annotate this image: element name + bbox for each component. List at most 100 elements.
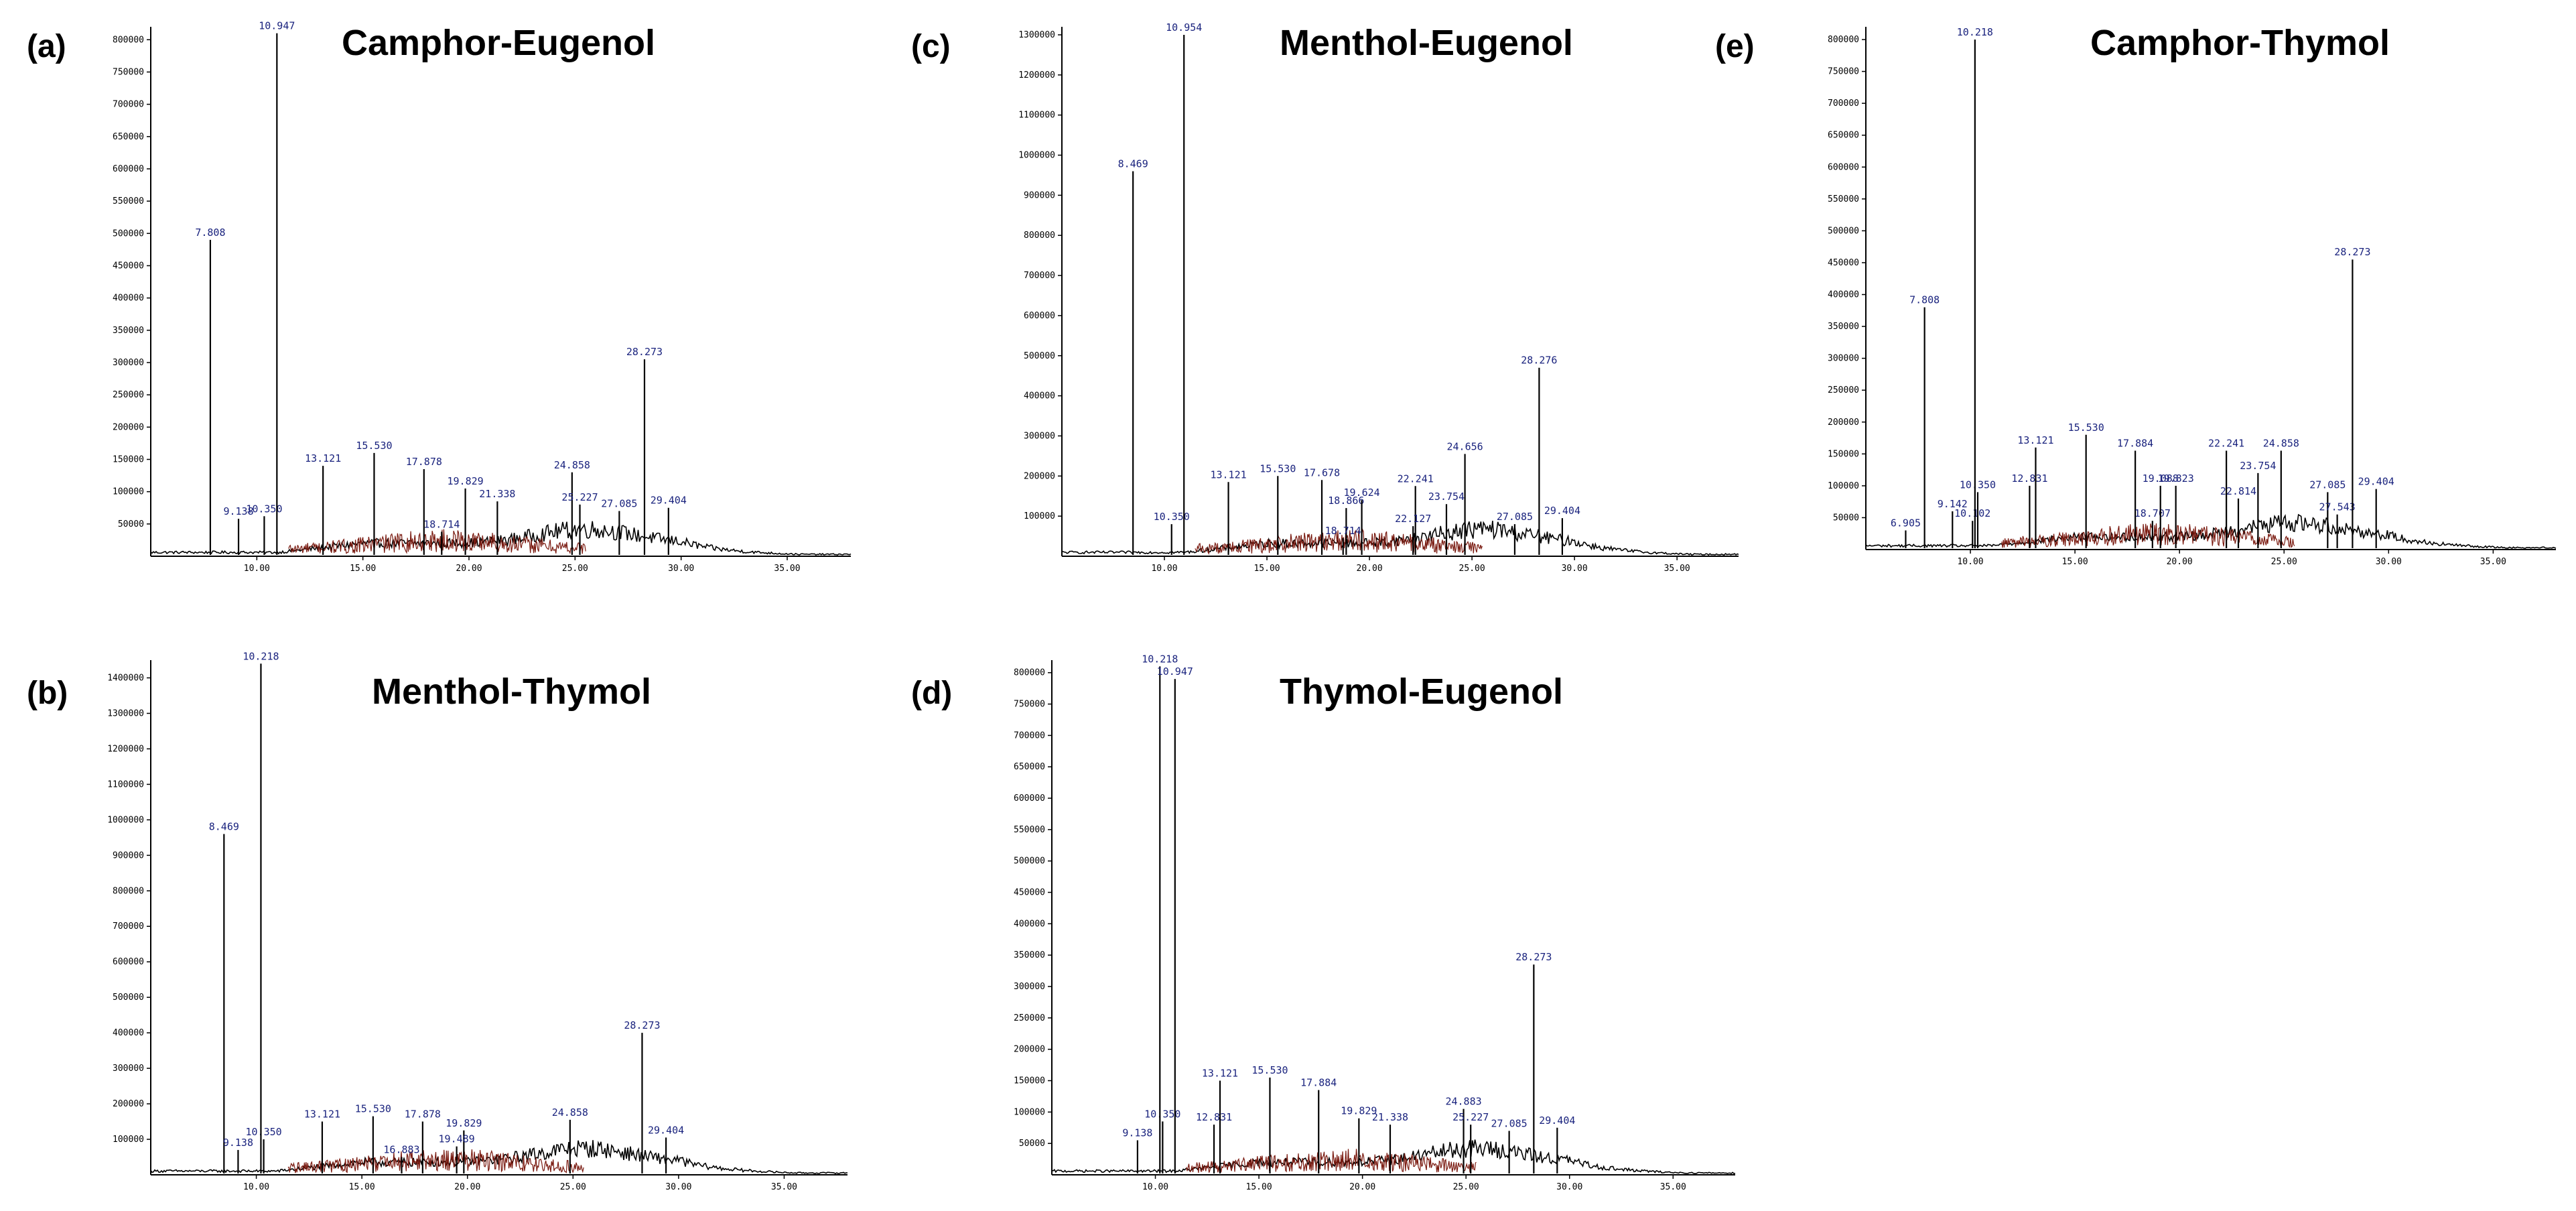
chromatogram-noise xyxy=(288,529,586,554)
x-tick-label: 35.00 xyxy=(1660,1182,1686,1192)
peak-label: 23.754 xyxy=(1428,491,1465,503)
peak-label: 22.127 xyxy=(1395,513,1431,525)
peak-label: 6.905 xyxy=(1891,517,1921,529)
peak-label: 29.404 xyxy=(651,495,687,507)
y-tick-label: 700000 xyxy=(1828,99,1859,109)
peak-label: 18.714 xyxy=(1325,525,1361,537)
x-tick-label: 10.00 xyxy=(243,1182,269,1192)
y-tick-label: 1200000 xyxy=(1018,70,1055,80)
y-tick-label: 350000 xyxy=(113,326,144,336)
y-tick-label: 800000 xyxy=(113,886,144,896)
y-tick-label: 200000 xyxy=(1014,1045,1045,1055)
chromatogram-baseline xyxy=(150,1140,848,1175)
y-tick-label: 50000 xyxy=(1019,1139,1045,1149)
y-tick-label: 600000 xyxy=(1014,793,1045,804)
y-tick-label: 50000 xyxy=(1833,513,1859,523)
peak-label: 15.530 xyxy=(1260,462,1296,474)
x-tick-label: 10.00 xyxy=(1151,564,1177,574)
y-tick-label: 300000 xyxy=(1014,982,1045,992)
y-tick-label: 500000 xyxy=(1014,856,1045,867)
y-tick-label: 650000 xyxy=(1828,131,1859,141)
peak-label: 21.338 xyxy=(1372,1111,1408,1123)
peak-label: 24.656 xyxy=(1446,440,1483,452)
peak-label: 22.241 xyxy=(2208,438,2244,450)
peak-label: 7.808 xyxy=(1909,294,1940,306)
y-tick-label: 250000 xyxy=(113,390,144,400)
y-tick-label: 1100000 xyxy=(1018,111,1055,121)
x-tick-label: 30.00 xyxy=(1562,564,1588,574)
panel-d: (d) Thymol-Eugenol 50000 100000 150000 2000… xyxy=(911,653,1736,1192)
peak-label: 15.530 xyxy=(355,1103,391,1115)
peak-label: 19.829 xyxy=(1341,1105,1377,1117)
y-tick-label: 700000 xyxy=(1024,271,1055,281)
peak-label: 17.678 xyxy=(1304,466,1340,479)
peak-label: 10.350 xyxy=(1154,511,1190,523)
panel-a: (a) Camphor-Eugenol 50000 100000 150000 200… xyxy=(27,20,852,574)
y-tick-label: 150000 xyxy=(113,454,144,464)
y-tick-label: 400000 xyxy=(1024,391,1055,401)
y-tick-label: 200000 xyxy=(113,422,144,432)
peak-label: 25.227 xyxy=(561,491,598,503)
x-tick-label: 20.00 xyxy=(1357,564,1383,574)
y-tick-label: 600000 xyxy=(113,957,144,967)
x-tick-label: 25.00 xyxy=(562,564,588,574)
x-tick-label: 15.00 xyxy=(1253,564,1280,574)
y-tick-label: 350000 xyxy=(1014,950,1045,960)
peak-label: 16.883 xyxy=(383,1144,419,1156)
y-tick-label: 150000 xyxy=(1014,1076,1045,1086)
chromatogram-baseline xyxy=(150,521,852,556)
y-tick-label: 500000 xyxy=(1024,351,1055,361)
peak-label: 19.829 xyxy=(446,1117,482,1129)
y-tick-label: 300000 xyxy=(113,358,144,368)
chromatogram-noise xyxy=(2001,523,2295,548)
peak-label: 18.866 xyxy=(1328,495,1364,507)
peak-label: 13.121 xyxy=(304,1108,340,1121)
peak-label: 15.530 xyxy=(356,440,392,452)
y-tick-label: 350000 xyxy=(1828,322,1859,332)
y-tick-label: 100000 xyxy=(113,487,144,497)
y-tick-label: 1100000 xyxy=(107,779,144,789)
peak-label: 9.138 xyxy=(223,505,253,517)
peak-label: 12.831 xyxy=(2011,472,2047,485)
y-tick-label: 300000 xyxy=(113,1064,144,1074)
peak-label: 29.404 xyxy=(648,1124,684,1136)
peak-label: 15.530 xyxy=(1251,1064,1288,1076)
y-tick-label: 400000 xyxy=(113,1028,144,1038)
peak-label: 19.823 xyxy=(2158,472,2194,485)
peak-label: 9.138 xyxy=(223,1137,253,1149)
peak-label: 23.754 xyxy=(2240,460,2276,472)
peak-label: 13.121 xyxy=(1210,468,1246,481)
panel-letter-d: (d) xyxy=(911,676,952,711)
y-tick-label: 100000 xyxy=(113,1135,144,1145)
x-tick-label: 15.00 xyxy=(1246,1182,1272,1192)
peak-label: 28.273 xyxy=(624,1019,660,1031)
x-tick-label: 25.00 xyxy=(560,1182,586,1192)
peak-label: 25.227 xyxy=(1452,1111,1489,1123)
y-tick-label: 1300000 xyxy=(107,708,144,718)
x-tick-label: 35.00 xyxy=(2480,557,2506,567)
peak-label: 28.273 xyxy=(626,346,663,358)
y-tick-label: 450000 xyxy=(1014,888,1045,898)
panel-letter-a: (a) xyxy=(27,29,66,64)
peak-label: 27.085 xyxy=(1497,511,1533,523)
y-tick-label: 600000 xyxy=(113,164,144,174)
x-tick-label: 20.00 xyxy=(1349,1182,1375,1192)
y-tick-label: 700000 xyxy=(113,100,144,110)
y-tick-label: 200000 xyxy=(1024,471,1055,481)
peak-label: 10.350 xyxy=(246,1126,282,1138)
x-tick-label: 10.00 xyxy=(244,564,270,574)
y-tick-label: 550000 xyxy=(1014,825,1045,835)
peak-label: 10.947 xyxy=(259,20,295,32)
peak-label: 28.273 xyxy=(1515,951,1552,963)
peak-label: 10.218 xyxy=(243,650,279,662)
panel-c: (c) Menthol-Eugenol 100000 200000 300000 40… xyxy=(911,21,1739,574)
y-tick-label: 800000 xyxy=(1014,668,1045,678)
chromatogram-noise xyxy=(1195,528,1483,556)
peak-label: 10.350 xyxy=(1144,1108,1180,1120)
y-tick-label: 200000 xyxy=(113,1099,144,1109)
y-tick-label: 550000 xyxy=(113,196,144,206)
y-tick-label: 50000 xyxy=(118,519,144,529)
y-tick-label: 1000000 xyxy=(107,815,144,825)
y-tick-label: 900000 xyxy=(1024,190,1055,200)
